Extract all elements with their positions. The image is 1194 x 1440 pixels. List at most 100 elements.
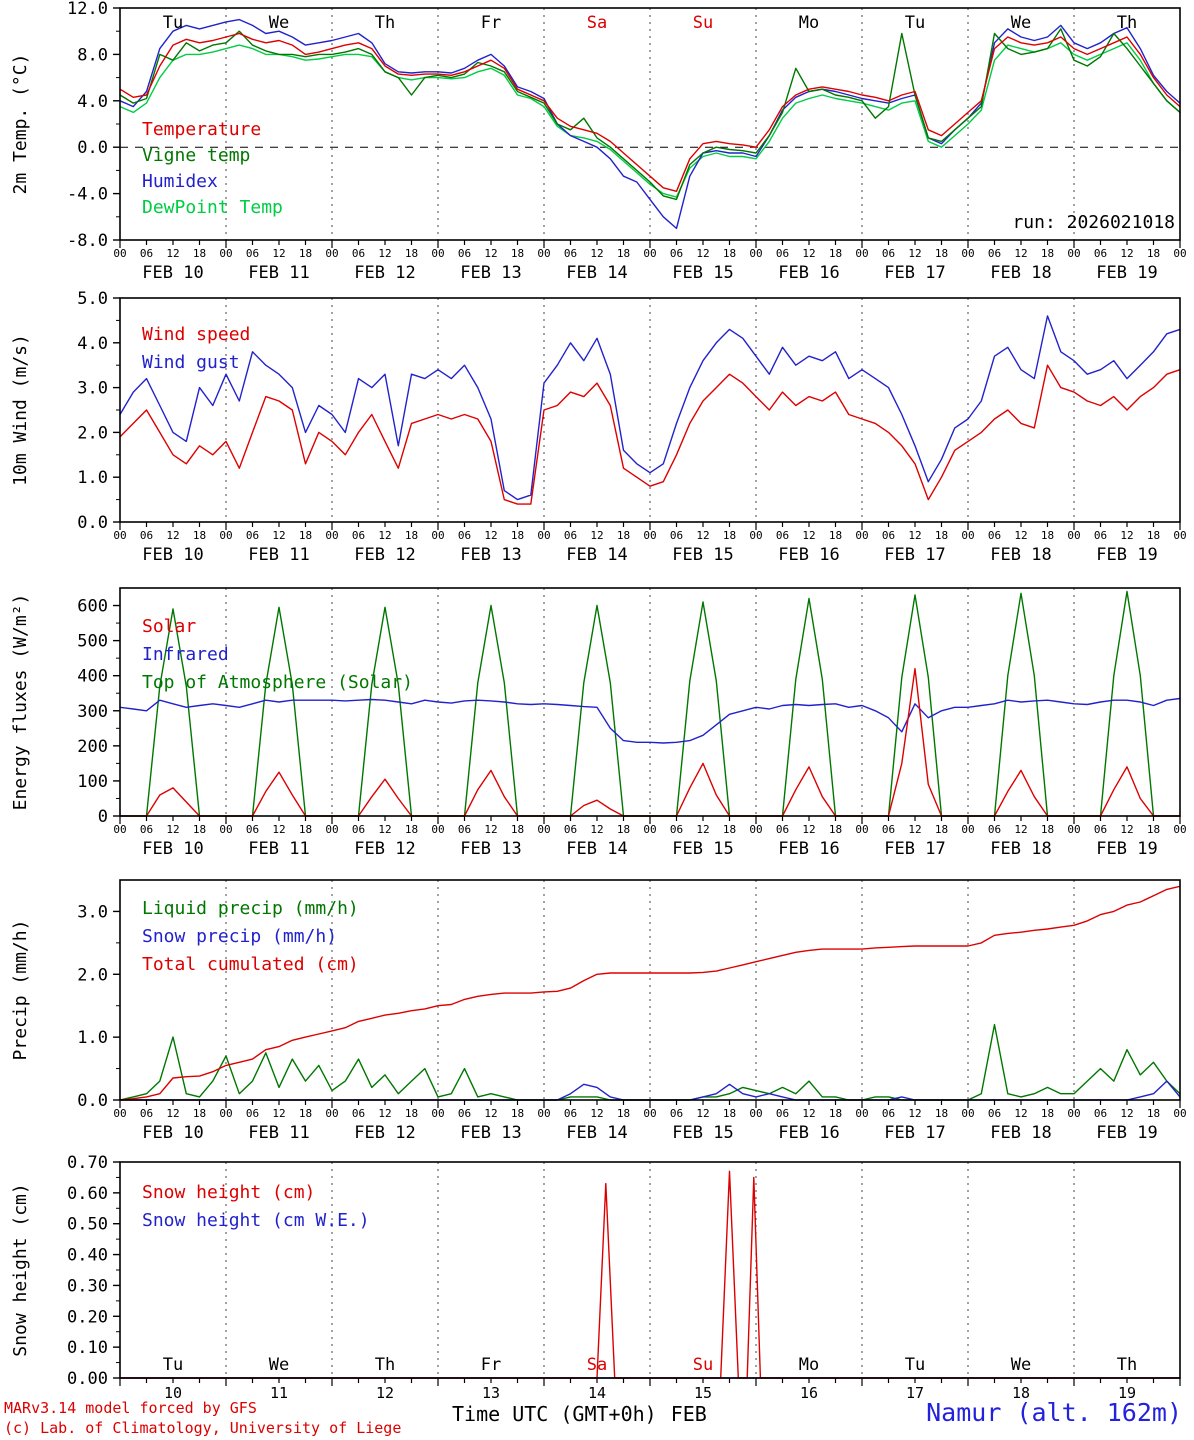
svg-text:12: 12 — [908, 247, 921, 260]
legend-wind10m: Wind speed Wind gust — [142, 324, 250, 373]
svg-text:06: 06 — [246, 247, 259, 260]
svg-text:0.60: 0.60 — [67, 1184, 108, 1204]
svg-text:12: 12 — [378, 529, 391, 542]
svg-text:18: 18 — [617, 823, 630, 836]
svg-text:Th: Th — [1117, 1355, 1137, 1375]
svg-text:06: 06 — [882, 529, 895, 542]
svg-text:2m Temp. (°C): 2m Temp. (°C) — [10, 54, 31, 195]
svg-text:00: 00 — [961, 529, 974, 542]
svg-text:0.0: 0.0 — [77, 138, 108, 158]
svg-text:4.0: 4.0 — [77, 334, 108, 354]
svg-text:Su: Su — [693, 1355, 713, 1375]
svg-text:FEB 18: FEB 18 — [990, 839, 1051, 859]
svg-text:12: 12 — [378, 247, 391, 260]
svg-text:Snow height (cm W.E.): Snow height (cm W.E.) — [142, 1210, 370, 1231]
svg-text:300: 300 — [77, 702, 108, 722]
legend-precip: Liquid precip (mm/h) Snow precip (mm/h) To… — [142, 898, 359, 975]
svg-text:18: 18 — [1041, 529, 1054, 542]
svg-text:Tu: Tu — [905, 1355, 925, 1375]
svg-text:1.0: 1.0 — [77, 468, 108, 488]
svg-text:12: 12 — [802, 529, 815, 542]
svg-text:Tu: Tu — [163, 1355, 183, 1375]
svg-text:Snow height (cm): Snow height (cm) — [10, 1183, 31, 1356]
svg-text:FEB 19: FEB 19 — [1096, 545, 1157, 565]
svg-text:Su: Su — [693, 13, 713, 33]
svg-text:600: 600 — [77, 597, 108, 617]
svg-text:FEB 14: FEB 14 — [566, 545, 627, 565]
svg-text:06: 06 — [352, 1107, 365, 1120]
svg-text:3.0: 3.0 — [77, 379, 108, 399]
svg-text:FEB 19: FEB 19 — [1096, 263, 1157, 283]
svg-text:00: 00 — [1173, 823, 1186, 836]
svg-text:FEB 17: FEB 17 — [884, 839, 945, 859]
svg-text:2.0: 2.0 — [77, 423, 108, 443]
svg-text:We: We — [1011, 13, 1031, 33]
svg-text:00: 00 — [113, 823, 126, 836]
svg-text:00: 00 — [219, 1107, 232, 1120]
svg-text:06: 06 — [670, 823, 683, 836]
svg-text:FEB 17: FEB 17 — [884, 545, 945, 565]
svg-text:FEB 13: FEB 13 — [460, 839, 521, 859]
svg-text:12: 12 — [1014, 823, 1027, 836]
svg-text:06: 06 — [882, 1107, 895, 1120]
svg-text:18: 18 — [617, 1107, 630, 1120]
svg-text:FEB 19: FEB 19 — [1096, 1123, 1157, 1143]
svg-text:00: 00 — [1173, 247, 1186, 260]
series-top-of-atmosphere-solar — [119, 590, 1181, 817]
svg-text:18: 18 — [511, 823, 524, 836]
svg-text:00: 00 — [537, 529, 550, 542]
svg-text:Th: Th — [1117, 13, 1137, 33]
svg-text:FEB 14: FEB 14 — [566, 263, 627, 283]
svg-text:00: 00 — [325, 247, 338, 260]
svg-text:18: 18 — [511, 247, 524, 260]
svg-text:Wind speed: Wind speed — [142, 324, 250, 345]
svg-text:FEB 11: FEB 11 — [248, 1123, 309, 1143]
svg-text:18: 18 — [511, 1107, 524, 1120]
svg-text:12: 12 — [908, 529, 921, 542]
svg-text:12: 12 — [1014, 1107, 1027, 1120]
svg-text:FEB 17: FEB 17 — [884, 1123, 945, 1143]
svg-text:Humidex: Humidex — [142, 171, 218, 192]
svg-text:FEB 16: FEB 16 — [778, 839, 839, 859]
svg-text:FEB 15: FEB 15 — [672, 839, 733, 859]
footer-credit-line1: MARv3.14 model forced by GFS — [4, 1399, 257, 1417]
svg-text:3.0: 3.0 — [77, 902, 108, 922]
svg-text:18: 18 — [193, 1107, 206, 1120]
svg-text:14: 14 — [588, 1384, 606, 1402]
svg-text:12: 12 — [484, 529, 497, 542]
svg-text:Tu: Tu — [163, 13, 183, 33]
svg-text:DewPoint Temp: DewPoint Temp — [142, 197, 283, 218]
svg-text:18: 18 — [299, 1107, 312, 1120]
svg-text:06: 06 — [776, 1107, 789, 1120]
svg-text:18: 18 — [1041, 247, 1054, 260]
svg-text:00: 00 — [749, 247, 762, 260]
svg-text:12: 12 — [1014, 247, 1027, 260]
svg-text:00: 00 — [855, 247, 868, 260]
svg-text:12: 12 — [590, 529, 603, 542]
series-infrared — [119, 697, 1181, 744]
series-dewpoint-temp — [119, 42, 1181, 198]
svg-text:FEB 12: FEB 12 — [354, 839, 415, 859]
svg-text:06: 06 — [564, 529, 577, 542]
svg-text:12: 12 — [1120, 823, 1133, 836]
svg-text:18: 18 — [299, 529, 312, 542]
svg-text:0.0: 0.0 — [77, 1091, 108, 1111]
svg-text:00: 00 — [1067, 247, 1080, 260]
series-humidex — [119, 18, 1181, 230]
svg-text:18: 18 — [193, 529, 206, 542]
svg-text:12: 12 — [272, 1107, 285, 1120]
svg-text:Sa: Sa — [587, 1355, 607, 1375]
svg-text:12: 12 — [590, 1107, 603, 1120]
svg-text:06: 06 — [988, 529, 1001, 542]
svg-text:12: 12 — [696, 529, 709, 542]
svg-text:06: 06 — [458, 529, 471, 542]
svg-text:12: 12 — [590, 823, 603, 836]
svg-text:06: 06 — [246, 1107, 259, 1120]
svg-text:00: 00 — [1067, 1107, 1080, 1120]
svg-text:12: 12 — [166, 529, 179, 542]
svg-text:06: 06 — [670, 1107, 683, 1120]
svg-text:10m Wind (m/s): 10m Wind (m/s) — [10, 334, 31, 486]
svg-text:00: 00 — [643, 247, 656, 260]
svg-text:18: 18 — [405, 529, 418, 542]
